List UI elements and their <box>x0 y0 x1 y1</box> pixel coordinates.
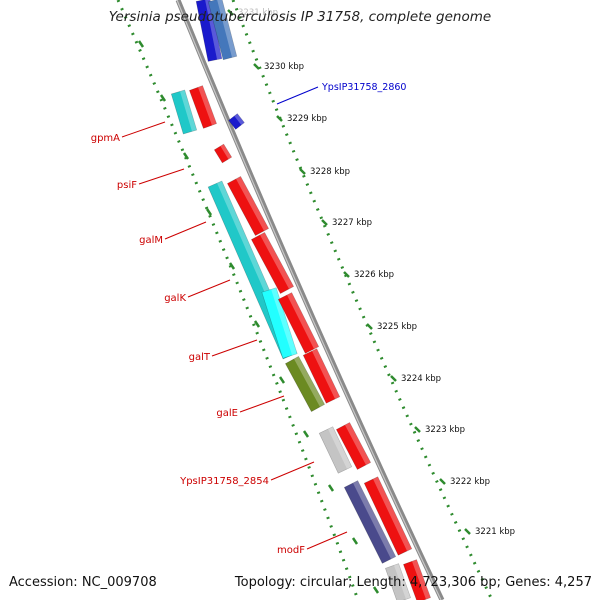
genes-count-text: Genes: 4,257 <box>505 575 592 590</box>
gene-feature <box>228 113 245 130</box>
gene-feature <box>261 287 298 359</box>
length-text: Length: 4,723,306 bp; <box>356 575 506 590</box>
outer-major-tick <box>439 478 446 485</box>
gene-feature <box>189 85 217 129</box>
scale-label: 3223 kbp <box>425 425 465 435</box>
inner-major-tick <box>372 586 380 594</box>
scale-label: 3231 kbp <box>238 8 278 18</box>
gene-label-leader <box>270 461 315 481</box>
gene-feature <box>318 426 353 474</box>
inner-major-tick <box>228 262 236 270</box>
topology-text: Topology: circular; <box>234 575 357 590</box>
scale-label: 3227 kbp <box>332 218 372 228</box>
gene-label-leader <box>138 168 185 185</box>
gene-label-leader <box>187 279 231 298</box>
gene-feature <box>226 176 270 236</box>
gene-label: galT <box>189 352 211 363</box>
scale-label: 3229 kbp <box>287 114 327 124</box>
gene-feature <box>213 143 233 164</box>
gene-features <box>170 0 431 600</box>
gene-label-leader <box>239 395 285 413</box>
scale-label: 3224 kbp <box>401 374 441 384</box>
inner-major-tick <box>137 40 145 48</box>
inner-major-tick <box>278 376 286 384</box>
outer-major-tick <box>390 375 397 382</box>
outer-major-tick <box>414 426 421 433</box>
gene-feature <box>277 292 320 354</box>
inner-major-tick <box>159 94 167 102</box>
genome-title: Yersinia pseudotuberculosis IP 31758, co… <box>108 9 492 25</box>
gene-feature <box>343 480 397 564</box>
gene-label: modF <box>277 545 305 556</box>
scale-label: 3221 kbp <box>475 527 515 537</box>
gene-label: YpsIP31758_2854 <box>179 476 269 487</box>
gene-label-leader <box>164 221 207 240</box>
outer-major-ticks <box>227 9 471 535</box>
genome-summary: Topology: circular; Length: 4,723,306 bp… <box>235 575 592 590</box>
gene-feature <box>250 232 295 294</box>
inner-major-tick <box>253 320 261 328</box>
outer-major-tick <box>276 115 283 122</box>
outer-major-tick <box>253 63 260 70</box>
gene-label-leader <box>121 121 166 138</box>
gene-feature <box>363 476 413 556</box>
outer-tick-track <box>231 0 494 600</box>
gene-feature <box>403 559 431 600</box>
outer-major-tick <box>321 219 328 226</box>
genome-backbone <box>175 0 445 600</box>
scale-label: 3225 kbp <box>377 322 417 332</box>
inner-major-tick <box>302 430 310 438</box>
gene-feature <box>170 89 198 135</box>
gene-label: galE <box>216 408 238 419</box>
gene-feature <box>335 422 372 470</box>
highlight-feature-label: YpsIP31758_2860 <box>276 82 406 105</box>
highlight-label-text: YpsIP31758_2860 <box>321 82 406 93</box>
gene-labels: gpmA psiF galM galK galT galE YpsIP31758_2854m… <box>91 121 348 556</box>
inner-tick-track <box>116 0 360 600</box>
gene-label: psiF <box>117 180 137 191</box>
gene-feature <box>284 356 326 412</box>
outer-major-tick <box>464 528 471 535</box>
inner-major-ticks <box>137 40 380 594</box>
gene-label: galK <box>164 293 186 304</box>
gene-feature <box>302 348 341 404</box>
outer-major-tick <box>366 323 373 330</box>
accession-text: Accession: NC_009708 <box>9 575 157 590</box>
scale-label: 3226 kbp <box>354 270 394 280</box>
gene-label-leader <box>211 339 258 357</box>
inner-major-tick <box>182 152 190 160</box>
gene-feature <box>207 0 238 61</box>
scale-label: 3228 kbp <box>310 167 350 177</box>
scale-label: 3230 kbp <box>264 62 304 72</box>
outer-major-tick <box>299 168 306 175</box>
outer-major-tick <box>343 271 350 278</box>
inner-major-tick <box>205 208 213 216</box>
scale-label: 3222 kbp <box>450 477 490 487</box>
gene-label: galM <box>139 235 163 246</box>
inner-major-tick <box>351 537 359 545</box>
gene-label-leader <box>306 531 348 550</box>
scale-labels: 3231 kbp 3230 kbp 3229 kbp 3228 kbp 3227 kbp… <box>238 8 515 537</box>
inner-major-tick <box>327 484 335 492</box>
outer-major-tick <box>227 9 234 16</box>
gene-label: gpmA <box>91 133 120 144</box>
